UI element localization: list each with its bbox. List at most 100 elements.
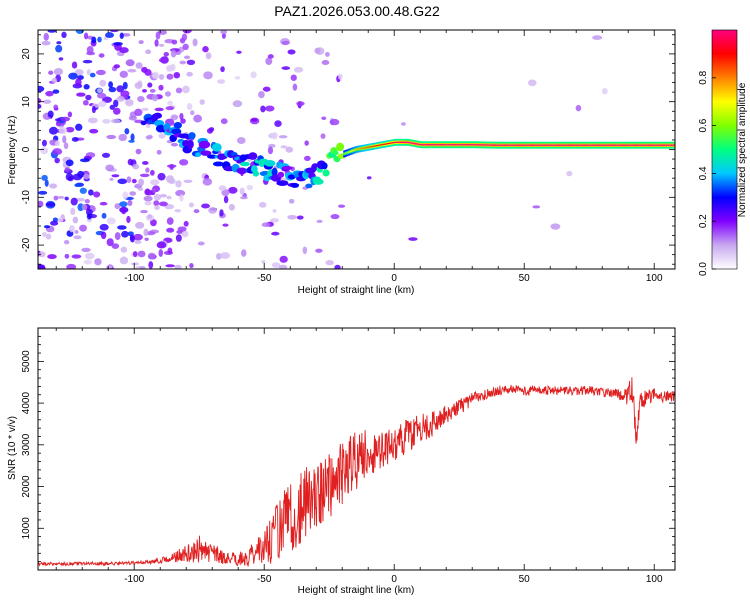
spectrogram-cell bbox=[661, 144, 664, 146]
spectrogram-cell bbox=[181, 230, 189, 238]
spectrogram-cell bbox=[140, 120, 147, 126]
spectrogram-cell bbox=[179, 113, 184, 120]
spectrogram-cell bbox=[427, 144, 430, 146]
spectrogram-cell bbox=[337, 204, 346, 208]
spectrogram-cell bbox=[450, 144, 454, 146]
spectrogram-cell bbox=[182, 30, 192, 34]
spectrogram-cell bbox=[52, 148, 63, 156]
spectrogram-cell bbox=[603, 144, 606, 146]
spectrogram-cell bbox=[173, 122, 182, 129]
spectrogram-cell bbox=[586, 144, 589, 146]
spectrogram-cell bbox=[154, 39, 159, 47]
spectrogram-cell bbox=[575, 104, 582, 112]
spectrogram-cell bbox=[391, 142, 394, 144]
spectrogram-cell bbox=[212, 143, 222, 152]
spectrogram-x-tick-label: 0 bbox=[391, 273, 397, 284]
spectrogram-ridge bbox=[140, 112, 675, 189]
spectrogram-cell bbox=[203, 71, 213, 80]
spectrogram-cell bbox=[374, 145, 377, 147]
spectrogram-cell bbox=[150, 219, 157, 227]
spectrogram-cell bbox=[302, 246, 308, 255]
spectrogram-cell bbox=[70, 197, 78, 206]
spectrogram-cell bbox=[461, 144, 464, 146]
spectrogram-cell bbox=[566, 144, 569, 146]
spectrogram-cell bbox=[510, 144, 513, 146]
spectrogram-cell bbox=[142, 161, 149, 165]
spectrogram-cell bbox=[321, 116, 327, 121]
spectrogram-cell bbox=[334, 264, 341, 269]
spectrogram-cell bbox=[265, 57, 273, 65]
spectrogram-cell bbox=[260, 105, 266, 113]
spectrogram-cell bbox=[452, 144, 455, 146]
spectrogram-cell bbox=[606, 144, 610, 146]
spectrogram-cell bbox=[519, 144, 522, 146]
spectrogram-cell bbox=[62, 135, 67, 144]
spectrogram-cell bbox=[390, 142, 393, 144]
spectrogram-y-tick-label: 0 bbox=[21, 146, 32, 152]
spectrogram-cell bbox=[278, 264, 288, 269]
spectrogram-cell bbox=[193, 209, 200, 214]
colorbar-ticks: 0.0 0.2 0.4 0.6 0.8 bbox=[698, 70, 716, 276]
spectrogram-cell bbox=[66, 263, 77, 269]
spectrogram-cell bbox=[96, 88, 103, 94]
spectrogram-cell bbox=[366, 176, 372, 180]
spectrogram-cell bbox=[186, 59, 196, 66]
spectrogram-cell bbox=[156, 241, 167, 249]
spectrogram-cell bbox=[138, 178, 145, 187]
snr-panel: -100 -50 0 50 100 1000 2000 3000 4000 5000 Height… bbox=[7, 327, 676, 596]
spectrogram-cell bbox=[605, 144, 608, 146]
spectrogram-cell bbox=[267, 54, 274, 59]
spectrogram-cell bbox=[457, 144, 460, 146]
spectrogram-cell bbox=[499, 144, 502, 146]
spectrogram-cell bbox=[325, 52, 330, 57]
spectrogram-cell bbox=[223, 195, 229, 204]
spectrogram-cell bbox=[513, 144, 516, 146]
spectrogram-cell bbox=[139, 266, 146, 269]
spectrogram-cell bbox=[558, 144, 561, 146]
spectrogram-cell bbox=[106, 265, 113, 269]
spectrogram-cell bbox=[166, 217, 174, 225]
spectrogram-cell bbox=[91, 36, 97, 44]
spectrogram-cell bbox=[413, 142, 416, 145]
spectrogram-cell bbox=[601, 88, 608, 95]
spectrogram-cell bbox=[38, 190, 48, 195]
spectrogram-cell bbox=[120, 206, 127, 215]
snr-x-tick-label: -100 bbox=[124, 574, 144, 585]
spectrogram-cell bbox=[102, 96, 112, 103]
spectrogram-cell bbox=[98, 53, 105, 58]
spectrogram-cell bbox=[521, 144, 524, 146]
spectrogram-cell bbox=[132, 233, 143, 241]
spectrogram-cell bbox=[109, 104, 115, 110]
spectrogram-cell bbox=[99, 79, 107, 87]
spectrogram-cell bbox=[236, 136, 246, 144]
spectrogram-cell bbox=[346, 152, 349, 154]
spectrogram-cell bbox=[261, 222, 271, 228]
spectrogram-cell bbox=[567, 144, 571, 146]
spectrogram-cell bbox=[569, 144, 572, 146]
spectrogram-cell bbox=[354, 149, 357, 151]
spectrogram-cell bbox=[188, 202, 194, 208]
spectrogram-cell bbox=[128, 115, 137, 121]
spectrogram-cell bbox=[625, 144, 628, 146]
spectrogram-cell bbox=[179, 159, 189, 166]
spectrogram-cell bbox=[234, 76, 241, 80]
spectrogram-cell bbox=[119, 256, 129, 265]
spectrogram-cell bbox=[239, 161, 250, 167]
spectrogram-cell bbox=[47, 30, 57, 33]
spectrogram-cell bbox=[441, 144, 444, 146]
spectrogram-cell bbox=[67, 111, 73, 118]
spectrogram-cell bbox=[292, 83, 298, 91]
spectrogram-cell bbox=[106, 134, 117, 140]
spectrogram-cell bbox=[42, 232, 47, 238]
spectrogram-cell bbox=[667, 144, 670, 146]
spectrogram-cell bbox=[60, 116, 71, 122]
spectrogram-cell bbox=[182, 43, 189, 51]
spectrogram-cell bbox=[483, 144, 486, 146]
spectrogram-cell bbox=[634, 144, 638, 146]
spectrogram-cell bbox=[351, 150, 354, 152]
snr-x-tick-label: 100 bbox=[646, 574, 663, 585]
spectrogram-cell bbox=[113, 64, 121, 69]
spectrogram-cell bbox=[174, 208, 182, 213]
spectrogram-cell bbox=[79, 187, 87, 194]
